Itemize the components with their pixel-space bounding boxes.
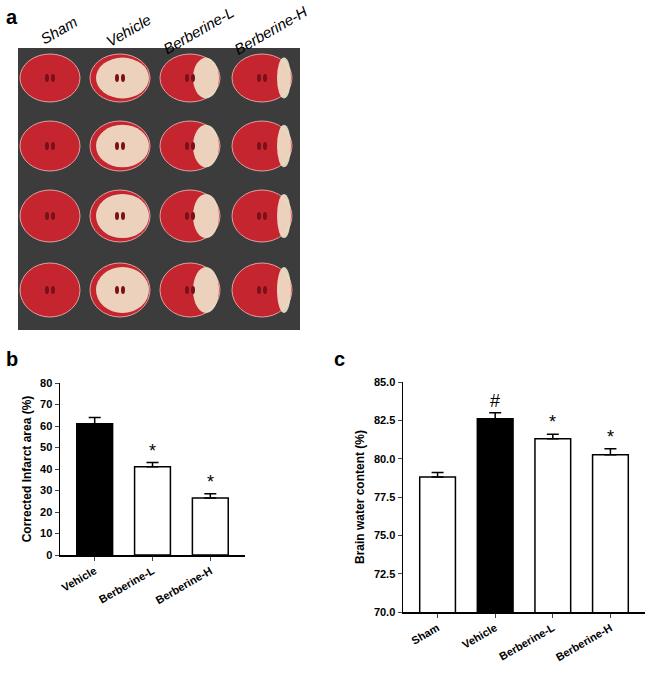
svg-text:Corrected Infarct area (%): Corrected Infarct area (%) [20, 396, 34, 543]
svg-text:20: 20 [40, 506, 52, 518]
svg-text:70: 70 [40, 398, 52, 410]
svg-text:72.5: 72.5 [374, 568, 395, 580]
svg-text:80: 80 [40, 377, 52, 389]
svg-text:80.0: 80.0 [374, 453, 395, 465]
svg-text:70.0: 70.0 [374, 606, 395, 618]
svg-text:60: 60 [40, 420, 52, 432]
svg-text:Berberine-H: Berberine-H [554, 621, 615, 663]
svg-text:Berberine-H: Berberine-H [231, 3, 310, 58]
svg-text:Berberine-H: Berberine-H [154, 564, 215, 606]
svg-text:50: 50 [40, 441, 52, 453]
svg-text:0: 0 [46, 549, 52, 561]
svg-text:Vehicle: Vehicle [460, 621, 499, 650]
svg-text:b: b [6, 348, 18, 370]
svg-text:Berberine-L: Berberine-L [97, 564, 157, 605]
svg-text:Vehicle: Vehicle [103, 11, 154, 50]
svg-text:82.5: 82.5 [374, 414, 395, 426]
svg-text:*: * [149, 441, 156, 461]
svg-text:85.0: 85.0 [374, 376, 395, 388]
svg-text:c: c [334, 348, 345, 370]
svg-text:Berberine-L: Berberine-L [497, 621, 557, 662]
svg-text:40: 40 [40, 463, 52, 475]
svg-text:a: a [6, 6, 18, 28]
svg-text:Berberine-L: Berberine-L [160, 3, 236, 57]
svg-text:Brain water content (%): Brain water content (%) [353, 430, 367, 564]
svg-text:10: 10 [40, 527, 52, 539]
svg-text:75.0: 75.0 [374, 529, 395, 541]
svg-text:*: * [207, 472, 214, 492]
svg-text:#: # [490, 391, 500, 411]
svg-text:Sham: Sham [409, 621, 441, 646]
svg-text:Sham: Sham [38, 13, 80, 47]
svg-text:77.5: 77.5 [374, 491, 395, 503]
svg-text:*: * [549, 412, 556, 432]
svg-text:30: 30 [40, 484, 52, 496]
svg-text:Vehicle: Vehicle [60, 564, 99, 593]
svg-text:*: * [607, 427, 614, 447]
